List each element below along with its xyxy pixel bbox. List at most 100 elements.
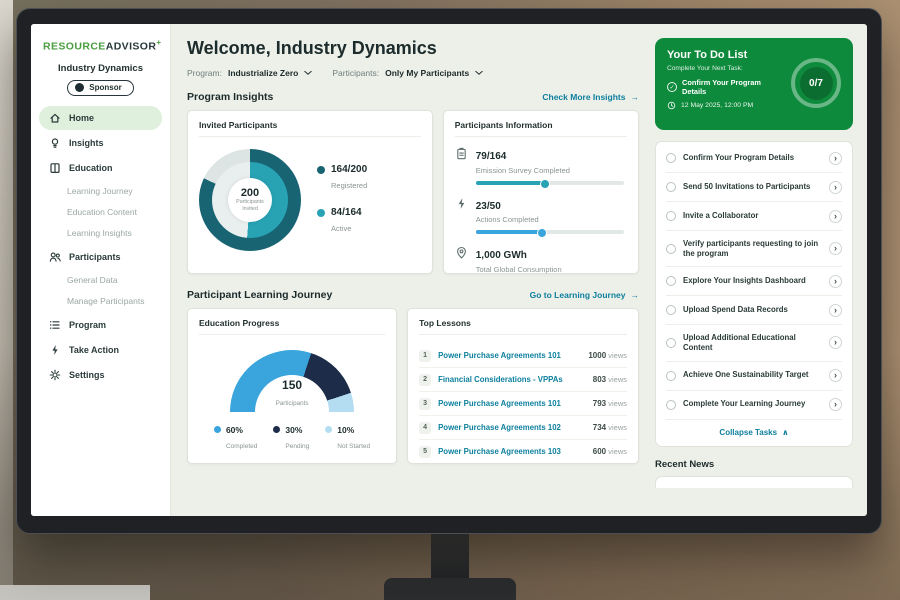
sidebar-item-take-action[interactable]: Take Action xyxy=(39,338,162,362)
task-checkbox[interactable] xyxy=(666,305,676,316)
task-checkbox[interactable] xyxy=(666,243,676,254)
sidebar-item-general-data[interactable]: General Data xyxy=(67,275,118,285)
book-icon xyxy=(49,162,61,174)
lesson-views: 803 views xyxy=(593,375,627,384)
sidebar-item-settings[interactable]: Settings xyxy=(39,363,162,387)
sponsor-icon xyxy=(75,83,85,92)
lesson-link[interactable]: Financial Considerations - VPPAs xyxy=(438,374,563,384)
participants-filter-label: Participants: xyxy=(332,68,380,78)
brand-secondary: ADVISOR xyxy=(105,40,157,53)
go-to-learning-journey-label: Go to Learning Journey xyxy=(529,290,626,300)
participants-information-card: Participants Information 79/164 Emission… xyxy=(442,110,639,274)
task-checkbox[interactable] xyxy=(666,211,676,221)
sidebar-item-manage-participants[interactable]: Manage Participants xyxy=(67,296,145,306)
todo-task[interactable]: Upload Additional Educational Content › xyxy=(666,325,842,362)
sidebar-item-label: Home xyxy=(69,112,95,123)
lesson-rank: 5 xyxy=(419,445,432,458)
todo-task[interactable]: Upload Spend Data Records › xyxy=(666,296,842,326)
todo-task[interactable]: Confirm Your Program Details › xyxy=(666,144,842,173)
sidebar-item-learning-journey[interactable]: Learning Journey xyxy=(67,186,133,196)
lightning-icon xyxy=(455,197,468,210)
legend-item-pending: 30% Pending xyxy=(273,425,309,453)
chevron-right-icon[interactable]: › xyxy=(829,369,842,382)
legend-label: Completed xyxy=(225,443,258,450)
legend-dot xyxy=(273,426,281,433)
program-select-value: Industrialize Zero xyxy=(227,68,299,78)
sidebar-item-label: Program xyxy=(69,319,107,330)
lesson-views-value: 793 xyxy=(592,399,607,408)
sidebar-item-program[interactable]: Program xyxy=(39,313,162,337)
participants-select[interactable]: Only My Participants xyxy=(385,68,483,78)
collapse-tasks-link[interactable]: Collapse Tasks ∧ xyxy=(666,420,842,444)
todo-task[interactable]: Achieve One Sustainability Target › xyxy=(666,362,842,391)
emission-progress-bar xyxy=(475,178,624,189)
chevron-down-icon xyxy=(304,70,313,76)
gauge-center-value: 150 xyxy=(282,378,303,392)
sidebar: RESOURCEADVISOR+ Industry Dynamics Spons… xyxy=(31,24,171,516)
chevron-right-icon[interactable]: › xyxy=(829,336,842,350)
education-progress-title: Education Progress xyxy=(199,318,386,335)
todo-task[interactable]: Complete Your Learning Journey › xyxy=(666,391,842,420)
task-checkbox[interactable] xyxy=(666,276,676,287)
task-label: Upload Additional Educational Content xyxy=(683,332,796,352)
chevron-right-icon[interactable]: › xyxy=(829,209,842,223)
check-more-insights-link[interactable]: Check More Insights → xyxy=(542,92,639,102)
legend-label: Active xyxy=(331,224,352,233)
lesson-views-value: 803 xyxy=(592,375,607,384)
education-gauge-chart: 150 Participants xyxy=(230,350,355,412)
recent-news-card xyxy=(655,475,853,488)
sidebar-item-learning-insights[interactable]: Learning Insights xyxy=(67,228,132,238)
sidebar-item-insights[interactable]: Insights xyxy=(39,131,162,155)
stat-label: Total Global Consumption xyxy=(475,264,562,274)
todo-task[interactable]: Invite a Collaborator › xyxy=(666,202,842,231)
chevron-right-icon[interactable]: › xyxy=(829,242,842,256)
task-checkbox[interactable] xyxy=(666,337,676,348)
go-to-learning-journey-link[interactable]: Go to Learning Journey → xyxy=(530,290,639,300)
chevron-right-icon[interactable]: › xyxy=(829,303,842,317)
lesson-views: 600 views xyxy=(593,447,627,456)
recent-news-section: Recent News xyxy=(655,459,853,488)
chevron-right-icon[interactable]: › xyxy=(829,151,842,165)
lesson-link[interactable]: Power Purchase Agreements 101 xyxy=(438,350,561,360)
sidebar-item-education-content[interactable]: Education Content xyxy=(67,207,137,217)
task-checkbox[interactable] xyxy=(666,182,676,192)
chevron-right-icon[interactable]: › xyxy=(829,180,842,194)
lesson-views-unit: views xyxy=(608,351,627,360)
legend-dot xyxy=(317,166,325,174)
chevron-right-icon[interactable]: › xyxy=(829,398,842,411)
todo-next-task[interactable]: ✓ Confirm Your Program Details xyxy=(667,78,783,96)
lesson-link[interactable]: Power Purchase Agreements 103 xyxy=(438,446,561,456)
top-lessons-title: Top Lessons xyxy=(419,318,627,335)
chevron-right-icon[interactable]: › xyxy=(829,274,842,288)
legend-item-completed: 60% Completed xyxy=(213,425,258,453)
check-more-insights-label: Check More Insights xyxy=(542,92,626,102)
sponsor-badge-label: Sponsor xyxy=(89,83,122,92)
sponsor-badge[interactable]: Sponsor xyxy=(67,79,134,96)
sidebar-item-home[interactable]: Home xyxy=(39,105,162,130)
program-filter-label: Program: xyxy=(187,68,222,78)
participants-information-title: Participants Information xyxy=(454,120,627,137)
lesson-link[interactable]: Power Purchase Agreements 102 xyxy=(438,422,561,432)
background-desk-strip xyxy=(0,585,150,600)
program-filter: Program: Industrialize Zero xyxy=(187,68,313,78)
legend-value: 10% xyxy=(337,425,355,435)
list-icon xyxy=(49,319,61,331)
todo-task[interactable]: Verify participants requesting to join t… xyxy=(666,231,842,268)
todo-task[interactable]: Send 50 Invitations to Participants › xyxy=(666,173,842,202)
lesson-link[interactable]: Power Purchase Agreements 101 xyxy=(438,398,561,408)
task-label: Confirm Your Program Details xyxy=(683,152,795,162)
lesson-views-unit: views xyxy=(608,375,627,384)
task-label: Send 50 Invitations to Participants xyxy=(683,181,811,191)
sidebar-item-education[interactable]: Education xyxy=(39,156,162,180)
learning-journey-header: Participant Learning Journey Go to Learn… xyxy=(187,289,639,301)
clipboard-icon xyxy=(455,147,468,160)
task-checkbox[interactable] xyxy=(666,399,676,410)
sidebar-item-participants[interactable]: Participants xyxy=(39,245,162,269)
task-checkbox[interactable] xyxy=(666,370,676,381)
task-label: Complete Your Learning Journey xyxy=(683,399,806,409)
lesson-rank: 3 xyxy=(419,397,432,410)
todo-task[interactable]: Explore Your Insights Dashboard › xyxy=(666,267,842,297)
task-checkbox[interactable] xyxy=(666,153,676,163)
dashboard-screen: RESOURCEADVISOR+ Industry Dynamics Spons… xyxy=(31,24,867,516)
program-select[interactable]: Industrialize Zero xyxy=(227,68,313,78)
